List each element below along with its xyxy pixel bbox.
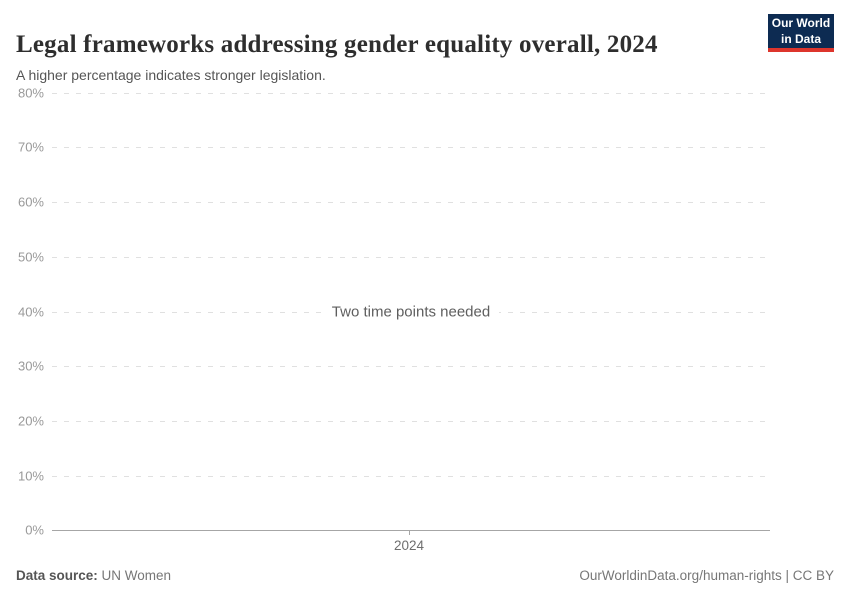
y-axis-tick-label: 20% — [17, 413, 44, 429]
y-axis-tick-label: 50% — [17, 249, 44, 265]
y-axis-tick-label: 60% — [17, 194, 44, 210]
gridline — [52, 202, 770, 203]
y-axis-tick-label: 30% — [17, 358, 44, 374]
owid-logo: Our World in Data — [768, 14, 834, 52]
gridline — [52, 147, 770, 148]
attribution: OurWorldinData.org/human-rights | CC BY — [579, 568, 834, 583]
data-source: Data source: UN Women — [16, 568, 171, 583]
gridline — [52, 421, 770, 422]
x-axis-line — [52, 530, 770, 531]
chart-subtitle: A higher percentage indicates stronger l… — [16, 67, 326, 83]
data-source-label: Data source: — [16, 568, 98, 583]
chart-footer: Data source: UN Women OurWorldinData.org… — [16, 568, 834, 583]
y-axis-tick-label: 80% — [17, 85, 44, 101]
y-axis-tick-label: 10% — [17, 468, 44, 484]
owid-logo-line1: Our World — [771, 16, 831, 30]
gridline — [52, 366, 770, 367]
chart-title: Legal frameworks addressing gender equal… — [16, 30, 658, 58]
owid-logo-line2: in Data — [780, 32, 821, 46]
y-axis-tick-label: 0% — [25, 522, 44, 538]
gridline — [52, 476, 770, 477]
y-axis-tick-label: 70% — [17, 139, 44, 155]
gridline — [52, 257, 770, 258]
x-axis-tick-label: 2024 — [393, 538, 425, 553]
no-data-message: Two time points needed — [52, 303, 770, 321]
x-axis-tick-mark — [409, 530, 410, 535]
data-source-value: UN Women — [101, 568, 172, 583]
y-axis-tick-label: 40% — [17, 304, 44, 320]
gridline — [52, 93, 770, 94]
